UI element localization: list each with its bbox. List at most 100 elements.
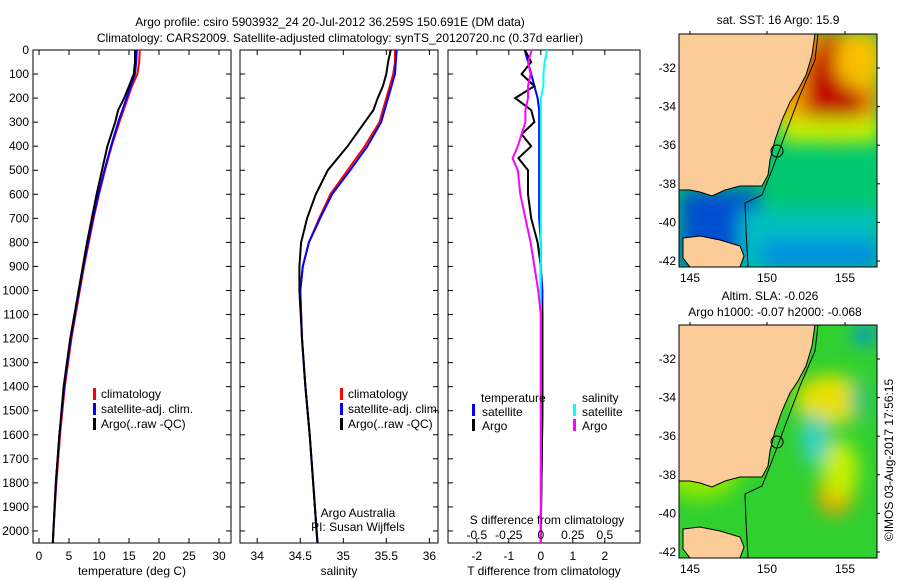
x-tick-label-2: 0.25 [561,528,585,542]
y-tick-label: 1000 [2,283,29,297]
x-tick-label: -2 [471,549,482,563]
y-tick-label: 700 [9,211,29,225]
legend-label: satellite-adj. clim. [348,402,440,416]
legend-swatch [340,388,343,400]
x-tick-label-2: 0 [537,528,544,542]
plot-frame [239,49,439,544]
x-tick-label: 155 [835,271,855,285]
x-axis-label: temperature (deg C) [78,564,186,578]
y-tick-label: -38 [659,468,677,482]
y-tick-label: 1100 [3,308,29,322]
x-tick-label: 15 [122,549,136,563]
plot-frame [32,49,232,544]
land-mass [679,34,816,267]
sst-map-frame [678,33,878,268]
x-tick-label: 145 [680,271,700,285]
y-tick-label: 100 [9,67,29,81]
y-tick-label: 1800 [2,476,29,490]
x-axis-label: salinity [321,564,358,578]
x-tick-label: 34.5 [289,549,313,563]
y-tick-label: -34 [659,100,677,114]
legend-label: climatology [348,387,408,401]
x-tick-label: 2 [601,549,608,563]
series-line-argo-raw-qc- [298,49,392,544]
x-tick-label: 25 [182,549,196,563]
sst-map: sat. SST: 16 Argo: 15.9 145 150 155 -32 -34 -… [659,13,880,285]
legend-label: satellite-adj. clim. [101,402,193,416]
legend-swatch [340,418,343,430]
x-tick-label: 34 [251,549,265,563]
x-axis-label-2: S difference from climatology [470,513,625,527]
legend-swatch [93,388,96,400]
y-tick-label: 400 [9,139,29,153]
y-tick-label: 1700 [2,452,29,466]
y-tick-label: 0 [22,43,29,57]
isobath-line [744,325,819,558]
legend-label: Argo(..raw -QC) [348,417,433,431]
x-tick-label: 35 [337,549,351,563]
legend-label: Argo(..raw -QC) [101,417,186,431]
x-tick-label: 0 [537,549,544,563]
y-tick-label: 200 [9,91,29,105]
legend-label: Argo [482,419,508,433]
sla-map-frame [678,324,878,559]
plot-frame [447,49,641,544]
y-tick-label: 600 [9,187,29,201]
legend-label: Argo [582,419,608,433]
series-line-satellite-adj-clim- [299,49,398,544]
x-tick-label: 145 [680,562,700,576]
y-tick-label: -42 [659,254,677,268]
legend-title: temperature [481,391,546,405]
series-line-climatology [51,49,141,544]
x-tick-label-2: -0.25 [495,528,523,542]
legend-label: satellite [582,405,623,419]
credit-text: ©IMOS 03-Aug-2017 17:56:15 [882,379,896,542]
series-line-s-argo [511,49,542,543]
y-tick-label: 1400 [2,380,29,394]
y-tick-label: -32 [659,61,677,75]
legend-label: satellite [482,405,523,419]
isobath-line [744,34,819,267]
sst-map-title: sat. SST: 16 Argo: 15.9 [717,13,840,27]
y-tick-label: 1900 [2,500,29,514]
y-tick-label: 500 [9,163,29,177]
sla-map: Altim. SLA: -0.026 Argo h1000: -0.07 h20… [659,289,880,576]
y-tick-label: -32 [659,352,677,366]
legend-swatch [93,403,96,415]
y-tick-label: -42 [659,545,677,559]
x-tick-label: 10 [92,549,106,563]
y-tick-label: 1500 [2,404,29,418]
sla-map-title-1: Altim. SLA: -0.026 [722,289,819,303]
legend-swatch [472,419,475,431]
y-tick-label: 2000 [2,524,29,538]
panel-temperature: 0100200300400500600700800900100011001200… [2,43,232,578]
argo-location-marker [770,435,784,449]
x-tick-label-2: -0.5 [466,528,487,542]
x-tick-label: 5 [66,549,73,563]
legend-label: climatology [101,387,161,401]
y-tick-label: 800 [9,235,29,249]
title-line-1: Argo profile: csiro 5903932_24 20-Jul-20… [135,15,525,29]
sla-map-title-2: Argo h1000: -0.07 h2000: -0.068 [688,305,862,319]
legend-swatch [573,419,576,431]
panel-salinity: 34 34.5 35 35.5 36 salinity climatologysatelli… [239,49,440,578]
series-line-satellite-adj-clim- [51,49,138,544]
series-line-argo-raw-qc- [51,50,136,544]
argo-location-marker [770,144,784,158]
legend-swatch [340,403,343,415]
x-axis-label: T difference from climatology [467,564,621,578]
legend-swatch [93,418,96,430]
x-tick-label: 36 [423,549,437,563]
x-tick-label: 150 [757,562,777,576]
annotation-text: PI: Susan Wijffels [311,520,405,534]
legend-swatch [573,404,576,416]
x-tick-label: 150 [757,271,777,285]
y-tick-label: -34 [659,391,677,405]
y-tick-label: -36 [659,138,677,152]
x-tick-label: 1 [569,549,576,563]
legend-title: salinity [582,391,619,405]
annotation-text: Argo Australia [321,506,396,520]
x-tick-label: 0 [36,549,43,563]
